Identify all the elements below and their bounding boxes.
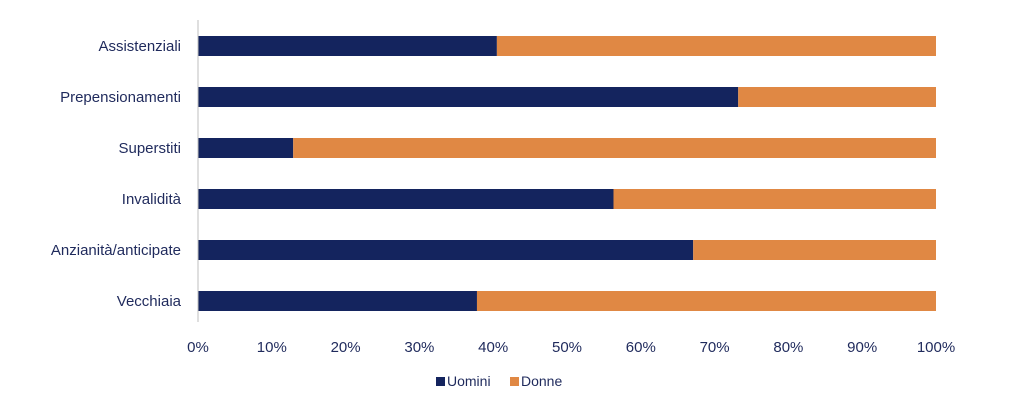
bar-uomini-4 [198,240,694,260]
category-label: Prepensionamenti [60,89,181,106]
category-label: Vecchiaia [117,293,182,310]
bars-group [198,36,936,311]
x-tick-label: 60% [626,339,656,356]
category-label: Anzianità/anticipate [51,242,181,259]
category-label: Assistenziali [98,38,181,55]
bar-donne-4 [693,240,936,260]
legend-swatch-donne [510,377,519,386]
bar-uomini-5 [198,291,477,311]
x-tick-label: 80% [773,339,803,356]
x-tick-label: 70% [700,339,730,356]
x-tick-label: 20% [331,339,361,356]
x-tick-label: 0% [187,339,209,356]
bar-uomini-2 [198,138,294,158]
bar-uomini-3 [198,189,614,209]
category-label: Invalidità [122,191,182,208]
bar-uomini-1 [198,87,739,107]
tick-labels: 0% 10% 20% 30% 40% 50% 60% 70% 80% 90% 100% [187,339,955,356]
bar-donne-1 [738,87,936,107]
x-tick-label: 30% [404,339,434,356]
bar-donne-5 [476,291,936,311]
category-labels: Assistenziali Prepensionamenti Superstiti I… [51,38,182,310]
bar-uomini-0 [198,36,497,56]
x-tick-label: 90% [847,339,877,356]
x-tick-label: 40% [478,339,508,356]
legend-swatch-uomini [436,377,445,386]
category-label: Superstiti [118,140,181,157]
bar-donne-3 [613,189,936,209]
x-tick-label: 50% [552,339,582,356]
legend-label-uomini: Uomini [447,373,491,389]
x-tick-label: 10% [257,339,287,356]
x-tick-label: 100% [917,339,955,356]
legend-label-donne: Donne [521,373,562,389]
bar-donne-2 [293,138,936,158]
bar-donne-0 [496,36,936,56]
legend: Uomini Donne [436,373,562,389]
